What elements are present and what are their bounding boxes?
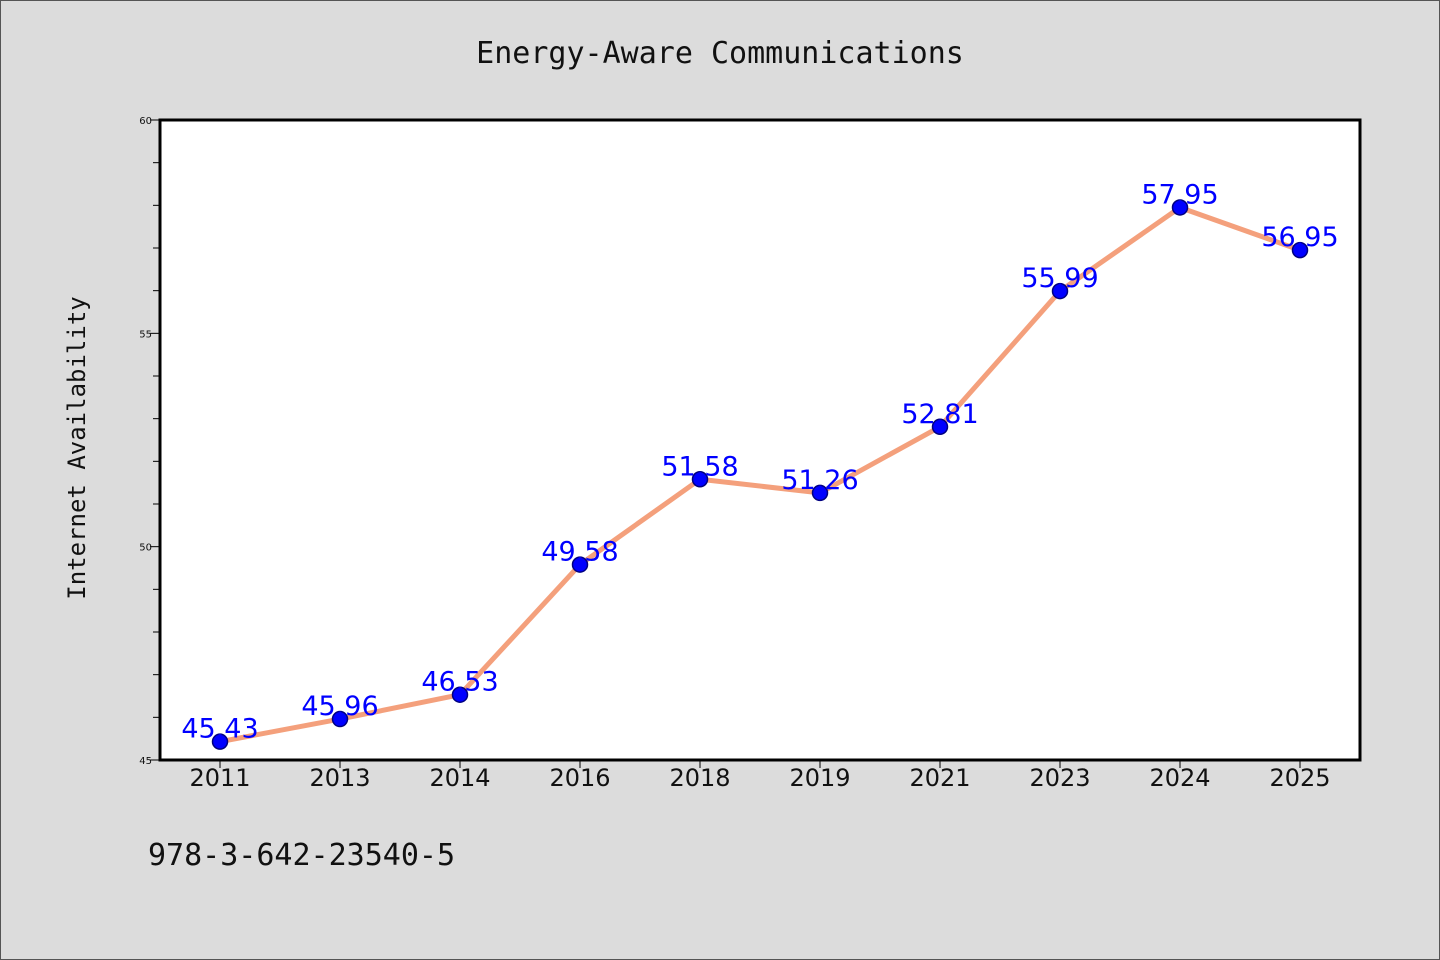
data-point	[691, 471, 709, 488]
data-label: 52.81	[901, 399, 978, 430]
x-tick-label: 2024	[1149, 764, 1210, 792]
data-point	[1291, 241, 1309, 259]
data-label: 46.53	[421, 667, 498, 698]
x-tick-label: 2025	[1269, 764, 1330, 792]
x-tick-label: 2011	[189, 764, 250, 792]
data-point	[931, 418, 949, 436]
x-tick-label: 2023	[1029, 764, 1090, 792]
y-tick-label: 55	[139, 329, 152, 340]
data-point	[211, 733, 229, 750]
plot-area	[158, 118, 1362, 762]
data-labels-layer: 45.43 45.96 46.53 49.58 51.58 51.26 52.81 55.99…	[181, 179, 1338, 744]
y-tick-label: 60	[139, 116, 152, 127]
x-tick-label: 2014	[429, 764, 490, 792]
isbn-footer: 978-3-642-23540-5	[148, 838, 455, 873]
data-point	[331, 710, 349, 728]
series-layer	[211, 199, 1309, 750]
data-label: 57.95	[1141, 179, 1218, 210]
data-point	[811, 484, 829, 502]
data-point	[571, 556, 589, 573]
data-point	[1171, 199, 1189, 216]
x-tick-label: 2013	[309, 764, 370, 792]
y-tick-label: 50	[139, 543, 152, 554]
y-axis: 45 50 55 60	[139, 116, 160, 767]
data-label: 56.95	[1261, 222, 1338, 253]
data-point	[451, 686, 469, 703]
x-axis: 2011 2013 2014 2016 2018 2019 2021 2023 2024 2025	[189, 760, 1331, 792]
data-label: 49.58	[541, 537, 618, 568]
x-tick-label: 2016	[549, 764, 610, 792]
series-line	[217, 204, 1303, 745]
x-tick-label: 2019	[789, 764, 850, 792]
data-point	[1051, 282, 1069, 300]
y-axis-label: Internet Availability	[63, 296, 91, 599]
data-label: 45.43	[181, 714, 258, 745]
x-tick-label: 2018	[669, 764, 730, 792]
data-label: 55.99	[1021, 263, 1098, 294]
chart-title: Energy-Aware Communications	[476, 36, 964, 71]
data-label: 51.58	[661, 451, 738, 482]
data-label: 45.96	[301, 691, 378, 722]
data-label: 51.26	[781, 465, 858, 496]
y-tick-label: 45	[139, 756, 152, 767]
x-tick-label: 2021	[909, 764, 970, 792]
